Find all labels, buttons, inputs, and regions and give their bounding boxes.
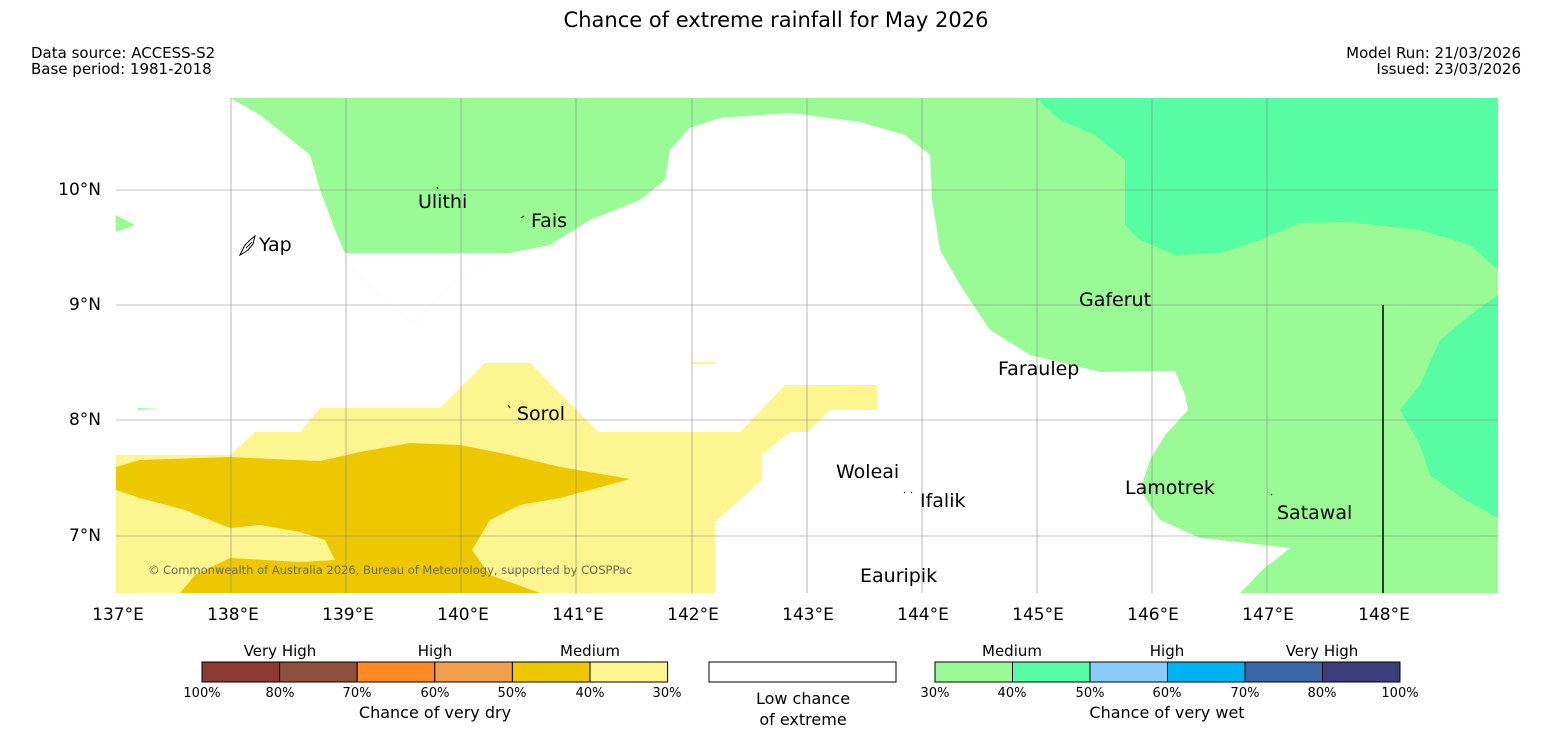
place-label-satawal: Satawal	[1277, 502, 1352, 524]
data-source-text: Data source: ACCESS-S2	[31, 44, 216, 62]
legend-dry-swatch-4	[511, 661, 591, 683]
map-area: © Commonwealth of Australia 2026, Bureau…	[116, 98, 1498, 593]
legend-wet-swatch-4	[1244, 661, 1323, 683]
legend-dry-swatch-3	[434, 661, 513, 683]
model-run-text: Model Run: 21/03/2026	[1346, 44, 1521, 62]
legend-wet-tick-60: 60%	[1153, 686, 1182, 701]
legend-wet-swatch-3	[1167, 661, 1246, 683]
ulithi-island-mark	[436, 186, 439, 190]
base-period-text: Base period: 1981-2018	[31, 60, 212, 78]
place-label-eauripik: Eauripik	[860, 565, 937, 587]
wet-30-region-west-edge-2	[116, 215, 135, 232]
lat-label-7n: 7°N	[69, 526, 101, 546]
place-label-lamotrek: Lamotrek	[1125, 477, 1215, 499]
place-label-woleai: Woleai	[836, 461, 899, 483]
lon-label-137e: 137°E	[92, 605, 144, 625]
legend-wet-tick-30: 30%	[921, 686, 950, 701]
legend-wet-swatch-2	[1089, 661, 1168, 683]
yap-island-shape	[238, 234, 256, 257]
legend-wet-tick-100: 100%	[1381, 686, 1418, 701]
legend-wet-cat-very-high: Very High	[1286, 642, 1359, 660]
lon-label-142e: 142°E	[667, 605, 719, 625]
lon-label-140e: 140°E	[437, 605, 489, 625]
legend-dry-tick-60: 60%	[421, 686, 450, 701]
legend-dry-colorbar	[201, 661, 669, 683]
grid-lines	[116, 98, 1498, 593]
low-chance-northwest	[116, 98, 510, 325]
lon-label-145e: 145°E	[1012, 605, 1064, 625]
lon-label-144e: 144°E	[897, 605, 949, 625]
legend-dry-tick-70: 70%	[343, 686, 372, 701]
lon-label-143e: 143°E	[782, 605, 834, 625]
legend-wet-title: Chance of very wet	[1089, 703, 1244, 722]
lon-label-148e: 148°E	[1358, 605, 1410, 625]
legend-wet-tick-40: 40%	[998, 686, 1027, 701]
legend-dry-tick-40: 40%	[576, 686, 605, 701]
legend-dry-swatch-0	[201, 661, 281, 683]
legend-dry-swatch-1	[279, 661, 358, 683]
legend-wet-cat-medium: Medium	[982, 642, 1042, 660]
legend-dry-cat-medium: Medium	[560, 642, 620, 660]
place-label-fais: Fais	[531, 210, 567, 232]
wet-40-region-east	[1400, 295, 1498, 518]
dry-30-small	[692, 362, 716, 364]
page-title: Chance of extreme rainfall for May 2026	[563, 8, 989, 32]
legend-wet-tick-80: 80%	[1308, 686, 1337, 701]
lon-label-138e: 138°E	[207, 605, 259, 625]
legend-dry: Very High High Medium 100% 80% 70% 60% 5…	[183, 642, 681, 722]
legend-low-line1: Low chance	[756, 689, 850, 708]
legend-wet-cat-high: High	[1150, 642, 1184, 660]
legend-wet-colorbar	[934, 661, 1401, 683]
legend-dry-tick-30: 30%	[653, 686, 682, 701]
legend-low-box	[708, 661, 897, 683]
legend-wet: Medium High Very High 30% 40% 50% 60% 70…	[921, 642, 1419, 722]
place-label-ulithi: Ulithi	[418, 191, 467, 213]
legend-wet-swatch-5	[1322, 661, 1401, 683]
legend-wet-tick-70: 70%	[1231, 686, 1260, 701]
lon-label-141e: 141°E	[552, 605, 604, 625]
legend-dry-tick-100: 100%	[183, 686, 220, 701]
legend-dry-swatch-5	[589, 661, 669, 683]
island-shapes	[238, 186, 1273, 496]
lon-label-146e: 146°E	[1127, 605, 1179, 625]
fais-island-mark	[520, 215, 525, 219]
issued-text: Issued: 23/03/2026	[1376, 60, 1521, 78]
place-label-faraulep: Faraulep	[998, 358, 1079, 380]
lat-label-8n: 8°N	[69, 410, 101, 430]
lon-label-139e: 139°E	[322, 605, 374, 625]
place-label-ifalik: Ifalik	[920, 490, 966, 512]
legend-wet-swatch-0	[934, 661, 1013, 683]
lat-label-9n: 9°N	[69, 295, 101, 315]
legend-low: Low chance of extreme	[708, 661, 897, 729]
sorol-island-mark	[507, 404, 511, 409]
lat-label-10n: 10°N	[58, 180, 101, 200]
legend-wet-tick-50: 50%	[1076, 686, 1105, 701]
wet-30-region-small-2	[138, 408, 162, 410]
legend-dry-tick-80: 80%	[266, 686, 295, 701]
legend-dry-swatch-2	[356, 661, 436, 683]
legend-dry-tick-50: 50%	[498, 686, 527, 701]
lon-label-147e: 147°E	[1242, 605, 1294, 625]
legend-wet-swatch-1	[1012, 661, 1091, 683]
place-label-gaferut: Gaferut	[1079, 289, 1151, 311]
satawal-island-mark	[1270, 493, 1273, 496]
dry-40-region	[116, 443, 630, 593]
legend-dry-cat-high: High	[418, 642, 452, 660]
copyright-text: © Commonwealth of Australia 2026, Bureau…	[148, 563, 632, 577]
legend-low-line2: of extreme	[759, 710, 846, 729]
legend-dry-title: Chance of very dry	[359, 703, 511, 722]
ifalik-island-mark-1	[903, 491, 906, 494]
place-label-sorol: Sorol	[517, 403, 565, 425]
ifalik-island-mark-2	[910, 491, 913, 494]
legend-dry-cat-very-high: Very High	[244, 642, 317, 660]
place-label-yap: Yap	[258, 234, 292, 256]
